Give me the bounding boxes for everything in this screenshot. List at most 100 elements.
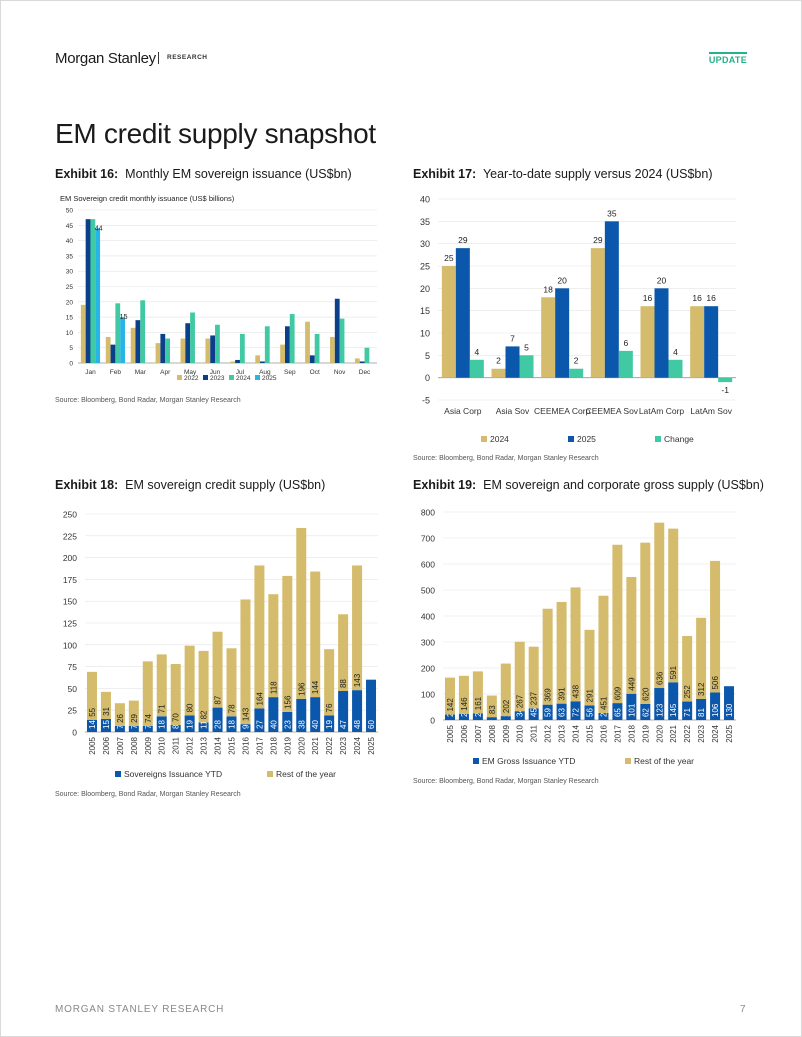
data-label-upper: 291 <box>586 689 595 703</box>
y-tick-label: 150 <box>63 597 77 607</box>
y-tick-label: 40 <box>420 195 430 205</box>
x-tick-label: 2015 <box>586 724 595 742</box>
bar-lower-2007 <box>114 725 125 732</box>
data-label-upper: 31 <box>102 706 111 715</box>
exhibit-17-text: Year-to-date supply versus 2024 (US$bn) <box>482 167 713 181</box>
bar-lower-2015 <box>584 705 595 720</box>
bar-lower-2009 <box>142 725 153 732</box>
x-tick-label: 2007 <box>116 736 125 754</box>
data-label: 20 <box>657 275 667 285</box>
data-label-lower: 71 <box>683 708 692 717</box>
data-label-upper: 369 <box>544 688 553 702</box>
legend-label-1: Rest of the year <box>276 769 336 779</box>
data-label-upper: 156 <box>283 695 292 709</box>
data-label-upper: 82 <box>200 710 209 719</box>
x-tick-label: Dec <box>359 369 371 376</box>
exhibit-16-source: Source: Bloomberg, Bond Radar, Morgan St… <box>55 397 241 404</box>
y-tick-label: 0 <box>69 361 73 368</box>
bar-Change-CEEMEA Sov <box>618 350 633 378</box>
bar-upper-2015 <box>584 629 595 706</box>
x-tick-label: 2020 <box>297 736 306 754</box>
data-label-upper: 312 <box>697 682 706 696</box>
bar-lower-2019 <box>640 703 651 720</box>
y-tick-label: 200 <box>421 664 435 674</box>
x-tick-label: 2009 <box>502 724 511 742</box>
bar-Change-Asia Corp <box>469 359 484 378</box>
bar-lower-2021 <box>668 682 679 720</box>
bar-2025-CEEMEA Sov <box>604 221 619 378</box>
y-tick-label: 75 <box>68 662 78 672</box>
bar-upper-2009 <box>500 663 511 717</box>
bar-lower-2014 <box>212 707 223 732</box>
bar-lower-2008 <box>128 725 139 732</box>
bar-lower-2006 <box>458 713 469 720</box>
x-tick-label: 2017 <box>255 736 264 754</box>
x-tick-label: 2012 <box>186 736 195 754</box>
y-tick-label: 30 <box>420 239 430 249</box>
data-label-upper: 391 <box>558 687 567 701</box>
bar-upper-2017 <box>612 544 623 704</box>
bar-2023-Oct <box>309 355 315 363</box>
exhibit-19-source: Source: Bloomberg, Bond Radar, Morgan St… <box>413 778 599 785</box>
bar-2023-May <box>185 323 191 363</box>
data-label-upper: 267 <box>516 694 525 708</box>
data-label-lower: 19 <box>325 720 334 729</box>
data-label: 44 <box>95 225 103 232</box>
bar-upper-2010 <box>514 641 525 712</box>
data-label-upper: 142 <box>446 698 455 712</box>
y-tick-label: 300 <box>421 638 435 648</box>
data-label-upper: 237 <box>530 691 539 705</box>
exhibit-16-title: Exhibit 16: Monthly EM sovereign issuanc… <box>55 167 352 181</box>
bar-upper-2007 <box>472 671 483 714</box>
bar-lower-2022 <box>682 701 693 720</box>
bar-lower-2006 <box>100 718 111 732</box>
data-label-lower: 48 <box>353 720 362 729</box>
bar-Change-Asia Sov <box>519 355 534 378</box>
data-label-lower: 27 <box>255 720 264 729</box>
bar-lower-2025 <box>366 679 377 732</box>
bar-lower-2009 <box>500 716 511 720</box>
page-header: Morgan Stanley RESEARCH UPDATE <box>55 50 747 70</box>
bar-upper-2017 <box>254 565 265 709</box>
exhibit-18-text: EM sovereign credit supply (US$bn) <box>125 478 326 492</box>
y-tick-label: 0 <box>72 728 77 738</box>
bar-2025-Jan <box>95 228 101 363</box>
x-tick-label: 2022 <box>683 724 692 742</box>
bar-2025-LatAm Sov <box>704 306 719 378</box>
data-label-lower: 59 <box>544 708 553 717</box>
data-label-lower: 63 <box>558 708 567 717</box>
legend-swatch-2024 <box>481 436 487 442</box>
y-tick-label: 20 <box>66 299 74 306</box>
section-label: RESEARCH <box>167 54 208 61</box>
data-label-lower: 65 <box>613 708 622 717</box>
data-label-lower: 62 <box>641 708 650 717</box>
exhibit-16-text: Monthly EM sovereign issuance (US$bn) <box>125 167 352 181</box>
data-label: 2 <box>574 356 579 366</box>
bar-lower-2017 <box>612 703 623 720</box>
legend-label-2024: 2024 <box>490 434 509 444</box>
data-label-lower: 19 <box>186 720 195 729</box>
bar-2022-Feb <box>105 336 111 363</box>
bar-upper-2007 <box>114 703 125 726</box>
data-label: 6 <box>623 338 628 348</box>
data-label-lower: 56 <box>586 708 595 717</box>
y-tick-label: 500 <box>421 586 435 596</box>
data-label-upper: 202 <box>502 699 511 713</box>
x-tick-label: Mar <box>135 369 147 376</box>
data-label-upper: 118 <box>269 681 278 694</box>
bar-2024-Feb <box>115 303 121 363</box>
bar-2022-Jun <box>205 338 211 363</box>
data-label-lower: 7 <box>130 724 139 729</box>
bar-upper-2006 <box>100 691 111 719</box>
data-label: 35 <box>607 208 617 218</box>
bar-lower-2020 <box>654 688 665 720</box>
bar-lower-2021 <box>310 697 321 732</box>
bar-2023-Jan <box>85 219 91 363</box>
exhibit-19-label: Exhibit 19: <box>413 478 477 492</box>
bar-lower-2011 <box>170 725 181 732</box>
x-tick-label: 2013 <box>200 736 209 754</box>
legend-label-2022: 2022 <box>184 375 199 382</box>
bar-upper-2020 <box>654 522 665 689</box>
legend-swatch-2025 <box>255 375 260 380</box>
bar-upper-2016 <box>598 595 609 713</box>
